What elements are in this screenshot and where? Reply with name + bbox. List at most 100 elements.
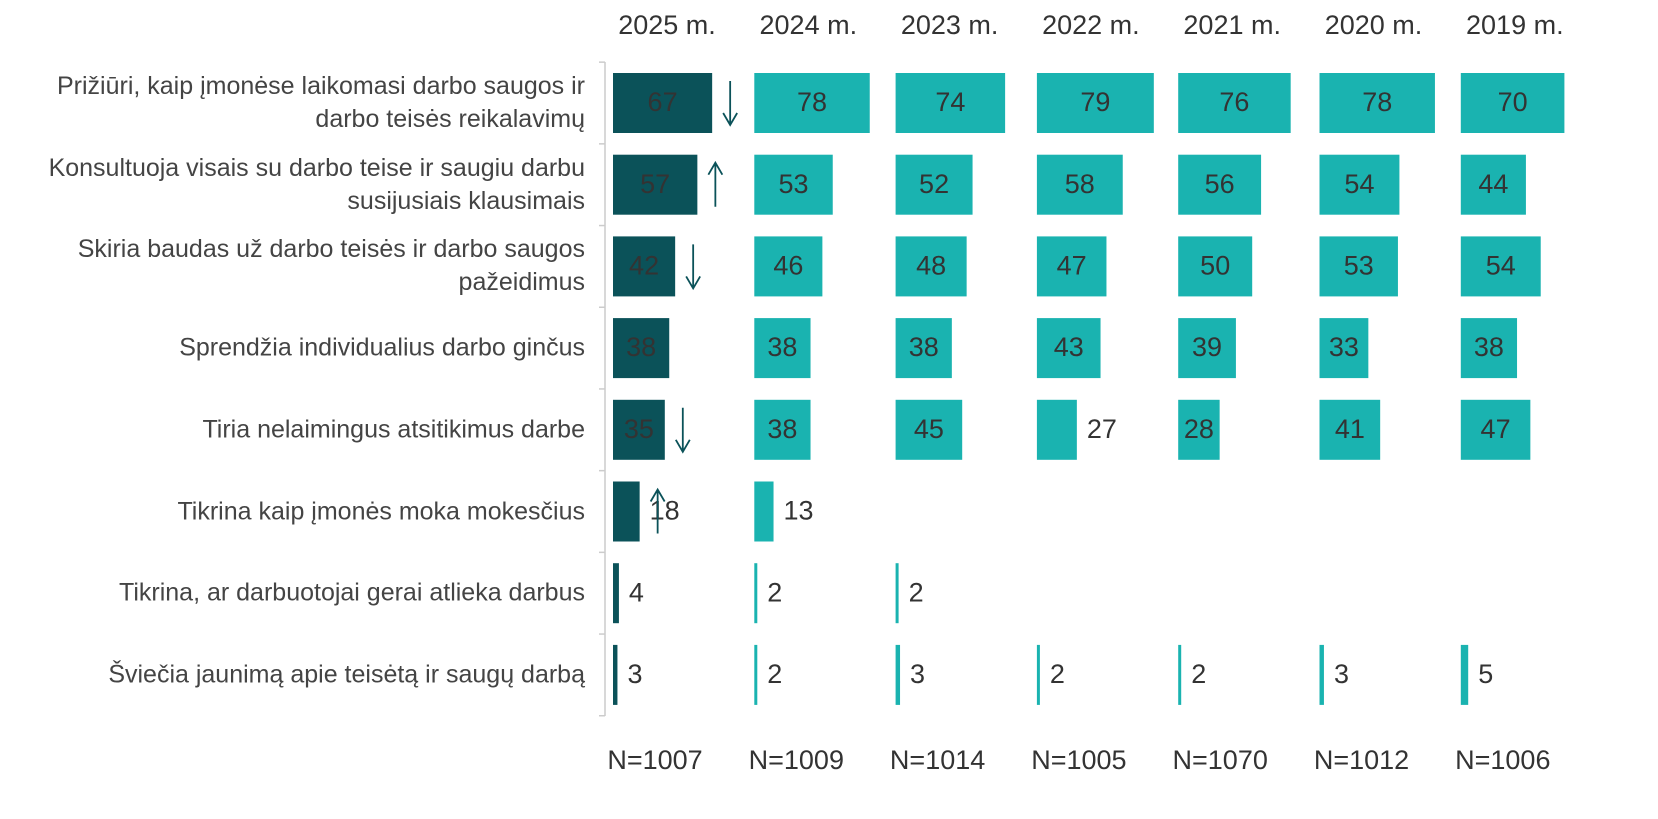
bar [754,318,811,379]
value-label: 56 [1205,169,1235,199]
category-label: Šviečia jaunimą apie teisėtą ir saugų da… [108,660,585,689]
sample-size: N=1012 [1314,745,1409,775]
series-name: 2019 m. [1466,10,1564,40]
bar [1460,154,1526,215]
bar [613,236,676,297]
bar [1036,73,1154,133]
bar [613,563,619,624]
value-label: 54 [1486,251,1516,281]
value-label: 74 [935,87,965,117]
value-label: 42 [629,251,659,281]
value-label: 35 [624,414,654,444]
trend-arrow [649,487,666,534]
bar [1319,236,1398,297]
value-label: 47 [1481,414,1511,444]
value-label: 38 [1474,332,1504,362]
bar [754,399,811,460]
value-label: 3 [910,659,925,689]
value-label: 53 [1344,251,1374,281]
value-label: 78 [797,87,827,117]
bar [1036,236,1107,297]
value-label: 5 [1478,659,1493,689]
series-name: 2024 m. [760,10,858,40]
bar [895,644,901,705]
category-label: Skiria baudas už darbo teisės ir darbo s… [77,235,585,297]
category-label: Tikrina, ar darbuotojai gerai atlieka da… [119,578,585,607]
bar [613,399,665,460]
sample-size: N=1009 [749,745,844,775]
trend-arrow [675,407,691,454]
value-label: 54 [1344,169,1374,199]
value-label: 38 [626,332,656,362]
sample-size: N=1007 [607,745,702,775]
bar [754,644,758,705]
value-label: 28 [1184,414,1214,444]
bar [754,73,870,133]
series-name: 2022 m. [1042,10,1140,40]
value-label: 70 [1498,87,1528,117]
trend-arrow [685,244,701,291]
bar [1460,644,1469,705]
value-label: 46 [773,251,803,281]
value-label: 50 [1200,251,1230,281]
value-label: 45 [914,414,944,444]
sample-size: N=1005 [1031,745,1126,775]
category-label: Tiria nelaimingus atsitikimus darbe [202,415,585,444]
value-label: 43 [1054,332,1084,362]
value-label: 78 [1362,87,1392,117]
value-label: 48 [916,251,946,281]
category-label: Tikrina kaip įmonės moka mokesčius [177,497,585,525]
bar [1036,644,1040,705]
bar [895,73,1006,133]
bar [1178,399,1220,460]
value-label: 2 [909,577,924,607]
value-label: 39 [1192,332,1222,362]
value-label: 2 [767,577,782,607]
bar [1036,318,1101,379]
bar [613,644,618,705]
value-label: 2 [1191,659,1206,689]
value-label: 58 [1065,169,1095,199]
bar [1178,644,1182,705]
category-label: Konsultuoja visais su darbo teise ir sau… [48,153,585,215]
value-label: 2 [767,659,782,689]
value-label: 47 [1057,251,1087,281]
value-label: 79 [1080,87,1110,117]
bar [1460,399,1531,460]
value-label: 13 [784,496,814,526]
value-label: 53 [778,169,808,199]
bar [754,236,823,297]
bar [1460,73,1565,133]
bar [1319,73,1435,133]
bar [895,563,899,624]
bar [1178,73,1291,133]
value-label: 76 [1219,87,1249,117]
value-label: 38 [767,332,797,362]
bar [1036,154,1123,215]
bar [1319,644,1324,705]
value-label: 38 [909,332,939,362]
value-label: 67 [648,87,678,117]
trend-arrow [707,160,724,207]
value-label: 3 [627,659,642,689]
series-name: 2025 m. [618,10,716,40]
value-label: 3 [1334,659,1349,689]
bar [1036,399,1077,460]
bar [895,236,967,297]
bar [1178,154,1262,215]
value-label: 38 [767,414,797,444]
series-name: 2023 m. [901,10,999,40]
bar [1460,236,1541,297]
sample-size: N=1070 [1173,745,1268,775]
bar [754,481,774,542]
bar [1178,318,1236,379]
bar [1178,236,1253,297]
value-label: 4 [629,577,644,607]
value-label: 33 [1329,332,1359,362]
bar [613,73,713,133]
bar [895,154,973,215]
bar [895,399,963,460]
bar [754,563,758,624]
